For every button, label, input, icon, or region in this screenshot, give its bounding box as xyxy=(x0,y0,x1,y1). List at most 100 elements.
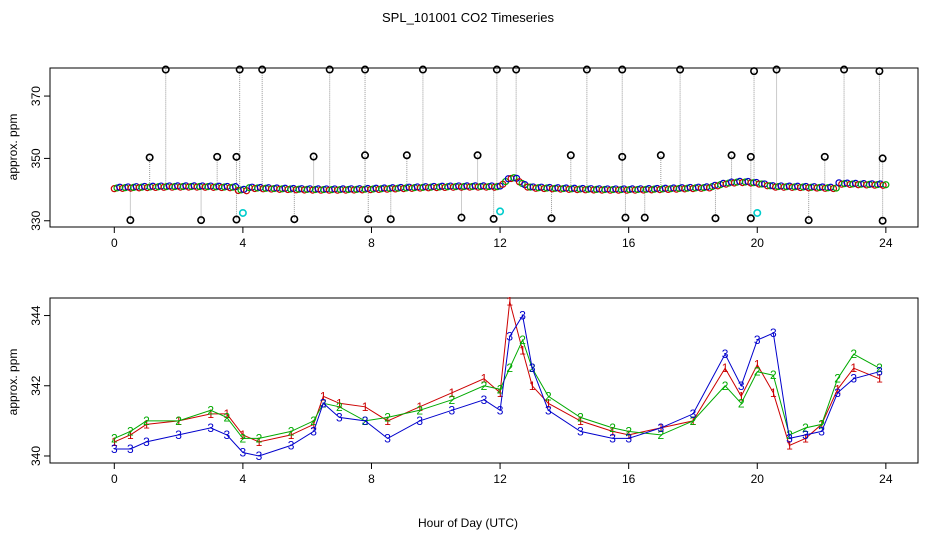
series-1-marker: 1 xyxy=(577,414,584,428)
raw-point xyxy=(197,216,206,225)
series-1-marker: 1 xyxy=(625,428,632,442)
series-2-marker: 2 xyxy=(754,365,761,379)
series-1-marker: 1 xyxy=(506,295,513,309)
series-3-marker: 3 xyxy=(754,333,761,347)
series-2-marker: 2 xyxy=(481,379,488,393)
series-1-marker: 1 xyxy=(754,358,761,372)
series-2-marker: 2 xyxy=(143,414,150,428)
series-3-marker: 3 xyxy=(497,403,504,417)
series-1-marker: 1 xyxy=(545,396,552,410)
baseline-point xyxy=(879,181,887,189)
series-3-marker: 3 xyxy=(519,309,526,323)
series-1-marker: 1 xyxy=(336,396,343,410)
series-2-marker: 2 xyxy=(770,368,777,382)
series-2-marker: 2 xyxy=(786,428,793,442)
raw-point xyxy=(512,65,521,74)
series-3-marker: 3 xyxy=(818,424,825,438)
baseline-point xyxy=(229,183,237,191)
raw-point xyxy=(489,214,498,223)
series-3-marker: 3 xyxy=(506,330,513,344)
series-3-marker: 3 xyxy=(738,379,745,393)
top-y-tick-label: 350 xyxy=(29,148,43,168)
series-2-marker: 2 xyxy=(506,361,513,375)
series-1-marker: 1 xyxy=(802,431,809,445)
series-1-marker: 1 xyxy=(722,361,729,375)
series-1-marker: 1 xyxy=(111,435,118,449)
raw-point xyxy=(213,152,222,161)
bottom-y-tick-label: 344 xyxy=(29,305,43,325)
series-1-marker: 1 xyxy=(786,438,793,452)
bottom-y-tick-label: 342 xyxy=(29,375,43,395)
raw-point xyxy=(727,151,736,160)
flask-point xyxy=(496,207,505,216)
raw-point xyxy=(309,152,318,161)
raw-point xyxy=(145,153,154,162)
raw-point xyxy=(878,216,887,225)
series-3-marker: 3 xyxy=(256,449,263,463)
series-1-marker: 1 xyxy=(449,386,456,400)
series-2-marker: 2 xyxy=(690,414,697,428)
series-1-marker: 1 xyxy=(519,344,526,358)
raw-point xyxy=(126,216,135,225)
series-1-marker: 1 xyxy=(497,386,504,400)
series-3-marker: 3 xyxy=(223,428,230,442)
top-y-tick-label: 370 xyxy=(29,86,43,106)
series-2-marker: 2 xyxy=(111,431,118,445)
series-2-marker: 2 xyxy=(310,414,317,428)
raw-point xyxy=(258,65,267,74)
series-1-marker: 1 xyxy=(876,372,883,386)
raw-point xyxy=(566,151,575,160)
bottom-plot-frame xyxy=(49,297,919,464)
series-1-marker: 1 xyxy=(240,428,247,442)
series-2-marker: 2 xyxy=(834,372,841,386)
bottom-x-tick-label: 4 xyxy=(240,472,247,486)
series-3-marker: 3 xyxy=(834,386,841,400)
series-3-marker: 3 xyxy=(657,421,664,435)
raw-point xyxy=(750,67,759,76)
series-2-marker: 2 xyxy=(207,403,214,417)
top-x-tick-label: 12 xyxy=(493,236,507,250)
series-3-marker: 3 xyxy=(625,431,632,445)
series-3-marker: 3 xyxy=(850,372,857,386)
series-3-marker: 3 xyxy=(127,442,134,456)
top-y-tick-label: 330 xyxy=(29,210,43,230)
series-3-marker: 3 xyxy=(786,431,793,445)
series-3-marker: 3 xyxy=(770,326,777,340)
raw-point xyxy=(364,215,373,224)
series-3-marker: 3 xyxy=(529,361,536,375)
flask-point xyxy=(753,208,762,217)
top-x-tick-label: 4 xyxy=(240,236,247,250)
bottom-y-axis-label: approx. ppm xyxy=(6,349,20,416)
series-2-marker: 2 xyxy=(850,347,857,361)
raw-point xyxy=(640,213,649,222)
raw-point xyxy=(325,65,334,74)
top-x-tick-label: 24 xyxy=(879,236,893,250)
raw-point xyxy=(492,65,501,74)
raw-point xyxy=(547,214,556,223)
series-3-marker: 3 xyxy=(802,428,809,442)
series-2-marker: 2 xyxy=(384,410,391,424)
series-1-marker: 1 xyxy=(416,400,423,414)
series-1-marker: 1 xyxy=(320,389,327,403)
series-1-marker: 1 xyxy=(362,400,369,414)
series-1-marker: 1 xyxy=(770,386,777,400)
series-3-marker: 3 xyxy=(577,424,584,438)
baseline-point xyxy=(510,174,518,182)
series-1-marker: 1 xyxy=(143,417,150,431)
raw-point xyxy=(746,214,755,223)
top-panel: 0 4 8 12 16 20 24 330 350 370 xyxy=(29,65,919,250)
raw-point xyxy=(232,215,241,224)
series-1-marker: 1 xyxy=(223,407,230,421)
series-1-marker: 1 xyxy=(310,417,317,431)
series-2-marker: 2 xyxy=(818,417,825,431)
series-2-marker: 2 xyxy=(876,361,883,375)
series-3-marker: 3 xyxy=(609,431,616,445)
raw-point xyxy=(161,65,170,74)
series-2-marker: 2 xyxy=(288,424,295,438)
raw-point xyxy=(361,151,370,160)
raw-point xyxy=(402,151,411,160)
series-1-marker: 1 xyxy=(256,435,263,449)
series-3-marker: 3 xyxy=(111,442,118,456)
series-3-marker: 3 xyxy=(320,396,327,410)
